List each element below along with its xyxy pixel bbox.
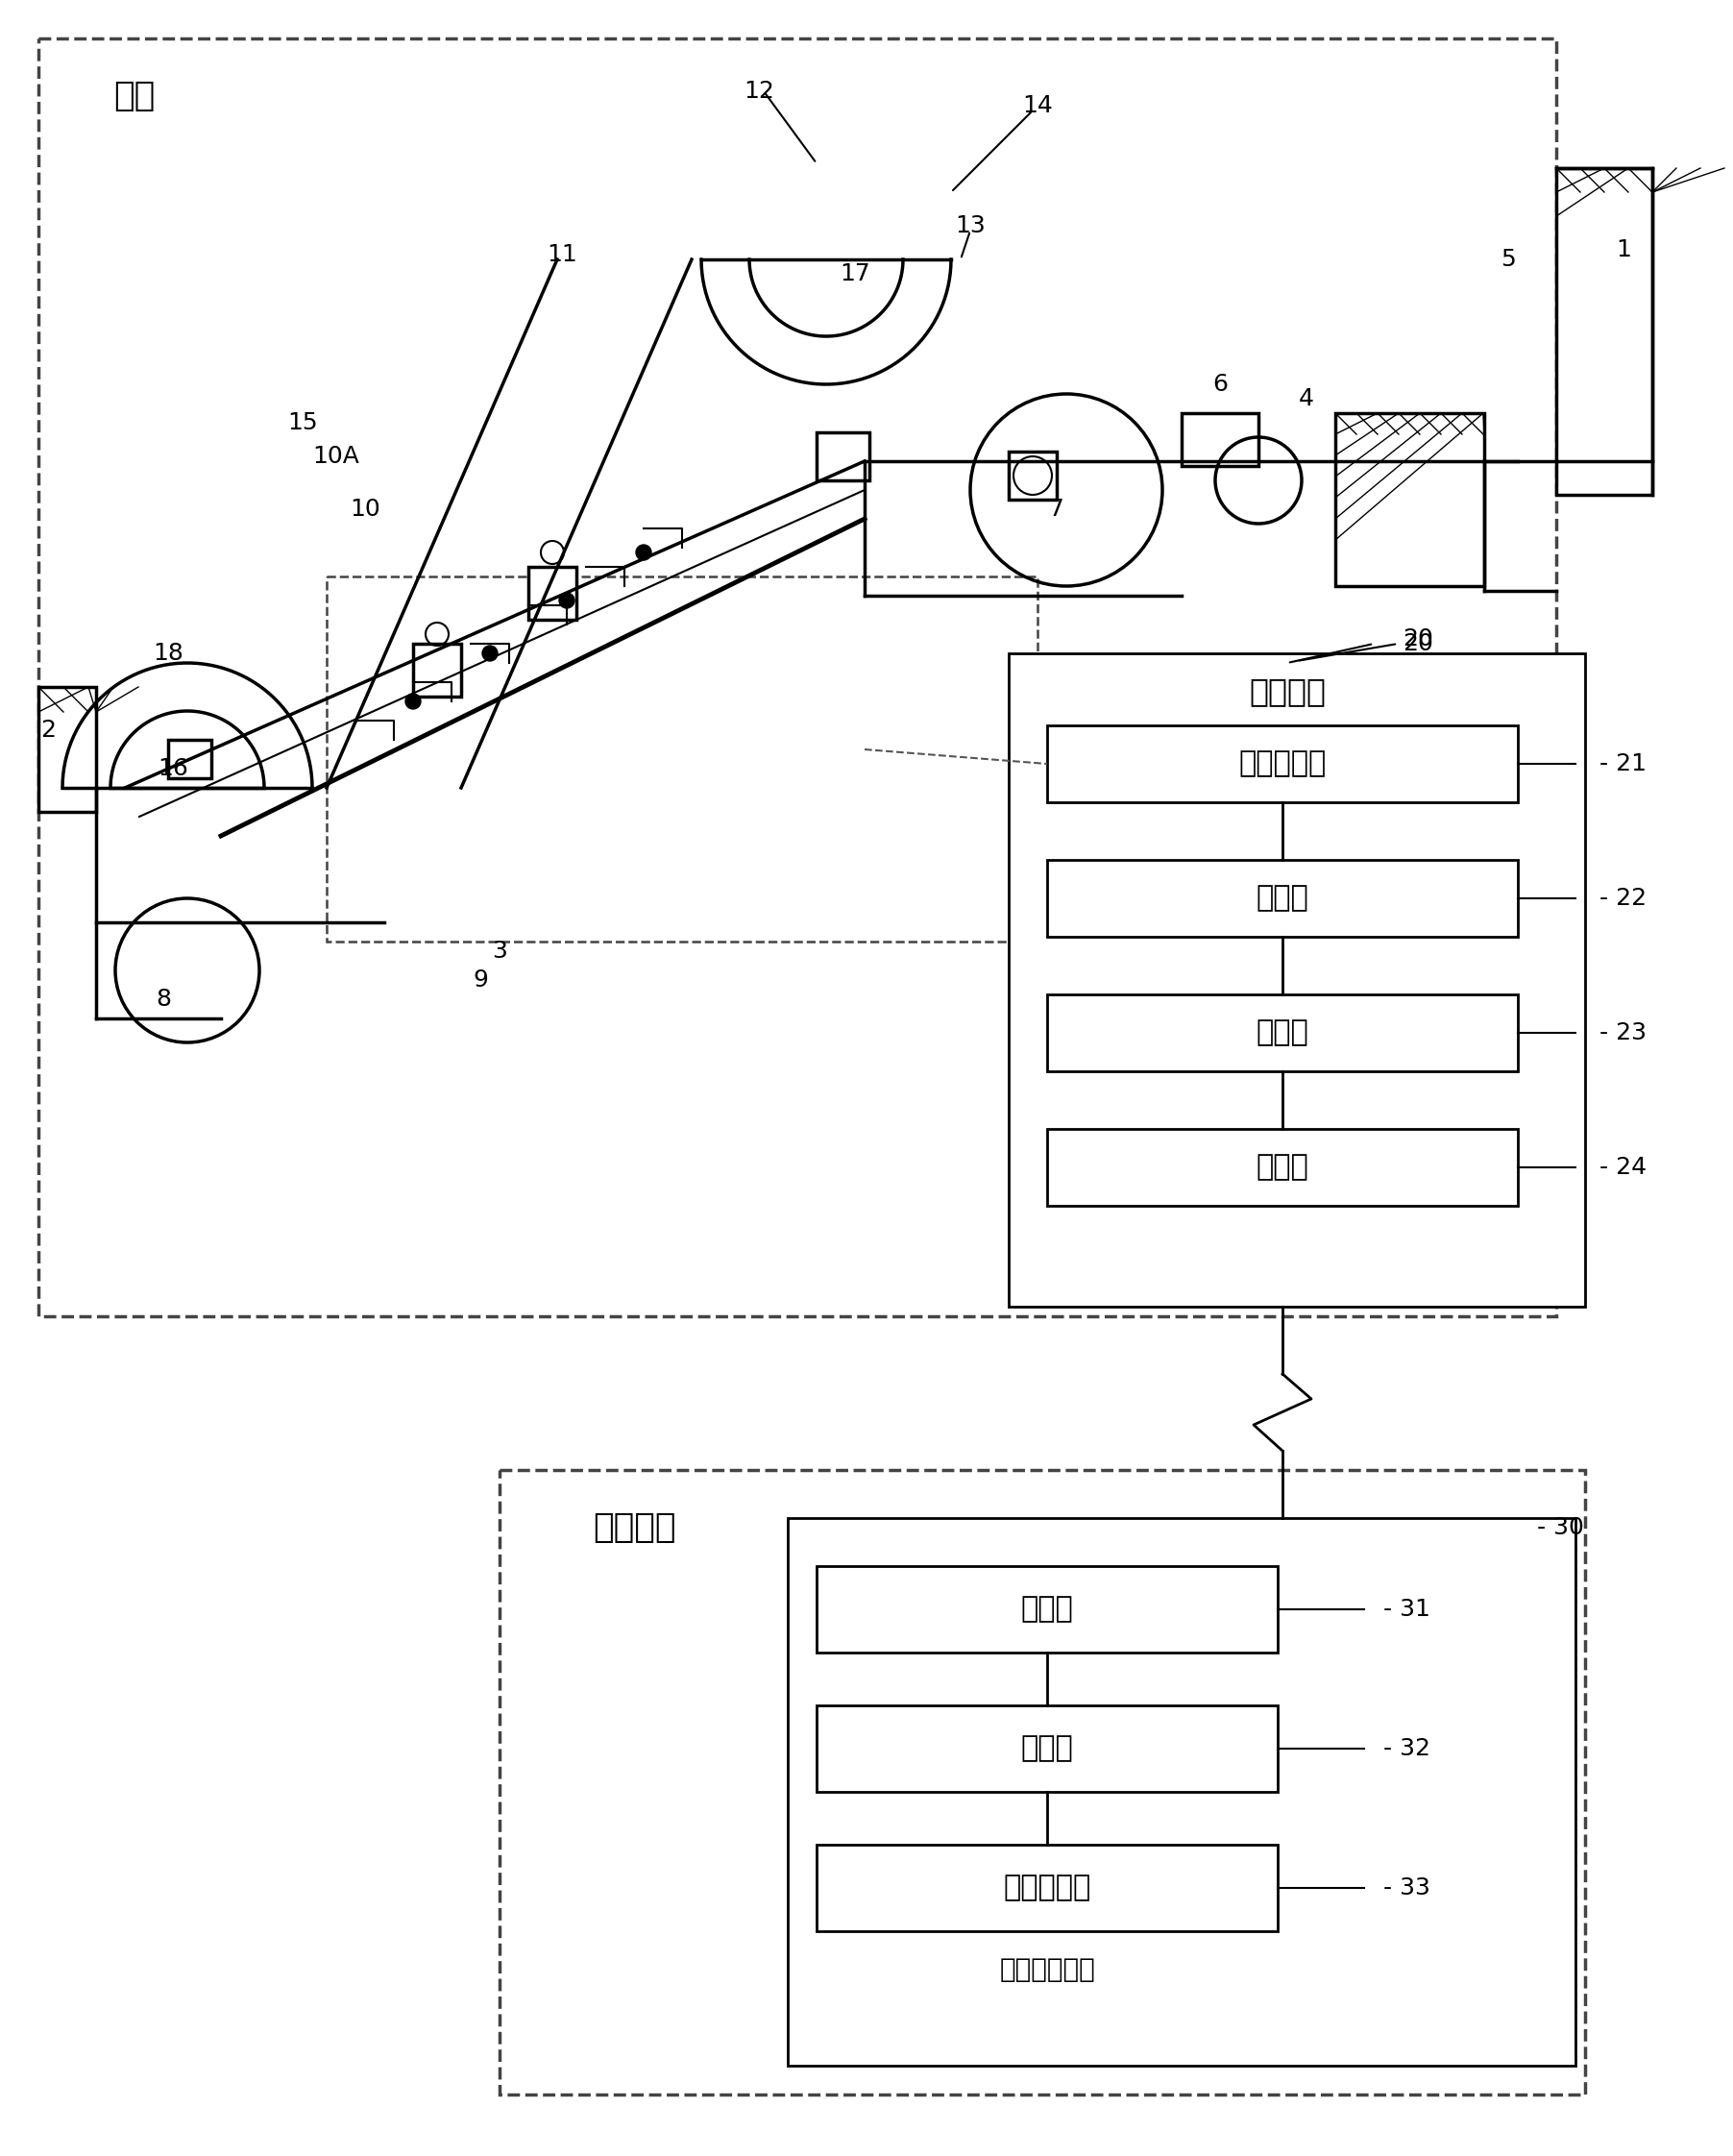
Bar bbox=[1047, 994, 1518, 1072]
Text: - 21: - 21 bbox=[1600, 752, 1646, 776]
Circle shape bbox=[406, 694, 421, 709]
Text: - 24: - 24 bbox=[1600, 1156, 1646, 1179]
Text: 11: 11 bbox=[546, 244, 577, 265]
Text: 14: 14 bbox=[1022, 95, 1054, 116]
Text: - 22: - 22 bbox=[1600, 886, 1646, 910]
Bar bbox=[1047, 860, 1518, 936]
Text: 通信部: 通信部 bbox=[1021, 1595, 1073, 1623]
Bar bbox=[38, 39, 1556, 1317]
Bar bbox=[412, 645, 461, 696]
Bar bbox=[816, 1846, 1277, 1932]
Text: 20: 20 bbox=[1402, 627, 1433, 651]
Text: 10A: 10A bbox=[312, 444, 360, 468]
Text: - 32: - 32 bbox=[1383, 1738, 1430, 1759]
Circle shape bbox=[482, 645, 497, 662]
Circle shape bbox=[636, 545, 652, 561]
Text: 7: 7 bbox=[1048, 498, 1064, 522]
Bar bbox=[529, 567, 577, 619]
Bar bbox=[1009, 451, 1057, 500]
Text: 13: 13 bbox=[955, 213, 986, 237]
Text: 4: 4 bbox=[1298, 388, 1314, 410]
Bar bbox=[816, 1565, 1277, 1651]
Text: 通信部: 通信部 bbox=[1256, 1153, 1308, 1181]
Bar bbox=[1182, 414, 1258, 466]
Bar bbox=[1047, 724, 1518, 802]
Bar bbox=[168, 740, 211, 778]
Bar bbox=[1336, 414, 1483, 586]
Text: 8: 8 bbox=[156, 987, 172, 1011]
Text: 17: 17 bbox=[841, 263, 870, 285]
Text: - 23: - 23 bbox=[1600, 1022, 1646, 1044]
Text: 远程监视装置: 远程监视装置 bbox=[1000, 1955, 1095, 1984]
Text: 15: 15 bbox=[288, 412, 317, 433]
Bar bbox=[816, 1705, 1277, 1792]
Text: 6: 6 bbox=[1213, 373, 1227, 397]
Text: 现场: 现场 bbox=[114, 80, 156, 112]
Text: 1: 1 bbox=[1615, 239, 1631, 261]
Bar bbox=[1556, 168, 1652, 496]
Text: 5: 5 bbox=[1501, 248, 1516, 272]
Text: 3: 3 bbox=[492, 940, 508, 964]
Text: 16: 16 bbox=[158, 757, 189, 780]
Text: - 33: - 33 bbox=[1383, 1876, 1430, 1899]
Text: 存储部: 存储部 bbox=[1256, 1020, 1308, 1048]
Text: 9: 9 bbox=[473, 968, 489, 992]
Text: 异常通知部: 异常通知部 bbox=[1003, 1874, 1092, 1902]
Text: 20: 20 bbox=[1402, 632, 1433, 655]
Circle shape bbox=[560, 593, 574, 608]
Bar bbox=[789, 1518, 1575, 2065]
Text: 诊断装置: 诊断装置 bbox=[1249, 677, 1326, 707]
Text: - 30: - 30 bbox=[1537, 1516, 1584, 1539]
Text: 数据收集部: 数据收集部 bbox=[1239, 750, 1326, 778]
Bar bbox=[38, 688, 95, 813]
Bar bbox=[1047, 1130, 1518, 1205]
Text: 监视中心: 监视中心 bbox=[593, 1511, 676, 1544]
Text: - 31: - 31 bbox=[1383, 1598, 1430, 1621]
Text: 12: 12 bbox=[743, 80, 775, 103]
Text: 存储部: 存储部 bbox=[1021, 1736, 1073, 1764]
Text: 10: 10 bbox=[350, 498, 380, 522]
Text: 运算部: 运算部 bbox=[1256, 884, 1308, 912]
Text: 2: 2 bbox=[40, 718, 55, 742]
Bar bbox=[816, 433, 870, 481]
Bar bbox=[326, 576, 1038, 942]
Text: 18: 18 bbox=[153, 642, 184, 664]
Bar bbox=[1009, 653, 1586, 1307]
Bar bbox=[499, 1470, 1586, 2093]
